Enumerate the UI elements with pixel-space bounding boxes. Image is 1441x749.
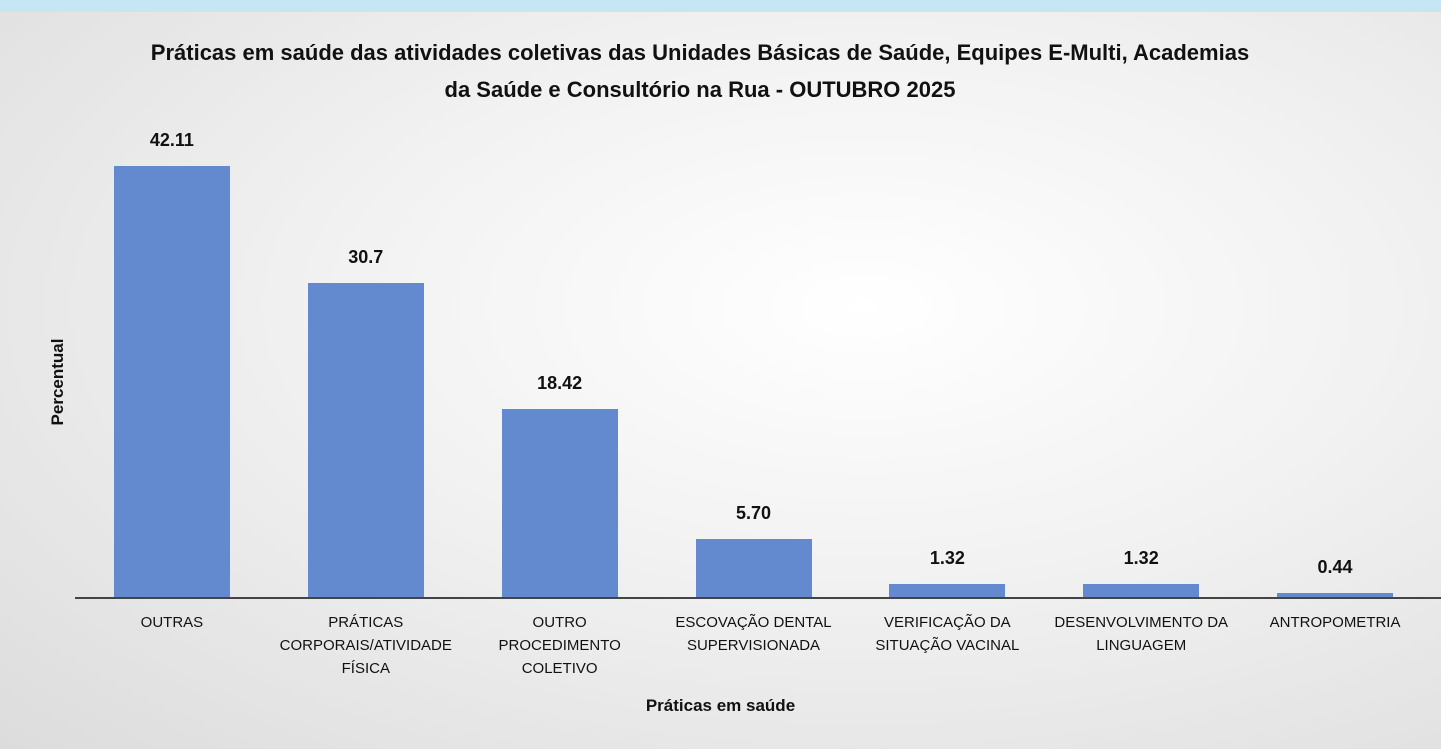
x-axis-line bbox=[75, 597, 1441, 599]
x-axis-title: Práticas em saúde bbox=[645, 696, 796, 715]
chart-title: Práticas em saúde das atividades coletiv… bbox=[150, 40, 1250, 102]
data-label: 42.11 bbox=[149, 129, 194, 150]
bar bbox=[113, 165, 230, 598]
bar bbox=[307, 282, 424, 598]
x-tick-label: DESENVOLVIMENTO DA LINGUAGEM bbox=[1054, 614, 1229, 654]
data-label: 18.42 bbox=[537, 372, 583, 393]
x-tick-label: VERIFICAÇÃO DA SITUAÇÃO VACINAL bbox=[875, 614, 1020, 654]
data-label: 5.70 bbox=[735, 503, 772, 524]
bar bbox=[501, 408, 618, 598]
bar bbox=[889, 584, 1006, 598]
x-tick-label: PRÁTICAS CORPORAIS/ATIVIDADE FÍSICA bbox=[279, 614, 452, 677]
chart-panel: Práticas em saúde das atividades coletiv… bbox=[0, 12, 1441, 749]
bar bbox=[695, 539, 812, 598]
data-label: 30.7 bbox=[348, 246, 384, 267]
x-tick-label: ESCOVAÇÃO DENTAL SUPERVISIONADA bbox=[675, 614, 832, 654]
data-label: 1.32 bbox=[1123, 548, 1159, 569]
y-axis-title: Percentual bbox=[48, 338, 67, 426]
x-tick-label: OUTRO PROCEDIMENTO COLETIVO bbox=[498, 614, 621, 677]
data-label: 1.32 bbox=[929, 548, 965, 569]
x-tick-label: ANTROPOMETRIA bbox=[1269, 614, 1401, 631]
x-tick-label: OUTRAS bbox=[140, 614, 204, 631]
bar bbox=[1083, 584, 1200, 598]
bar bbox=[1277, 593, 1394, 598]
data-label: 0.44 bbox=[1317, 557, 1353, 578]
